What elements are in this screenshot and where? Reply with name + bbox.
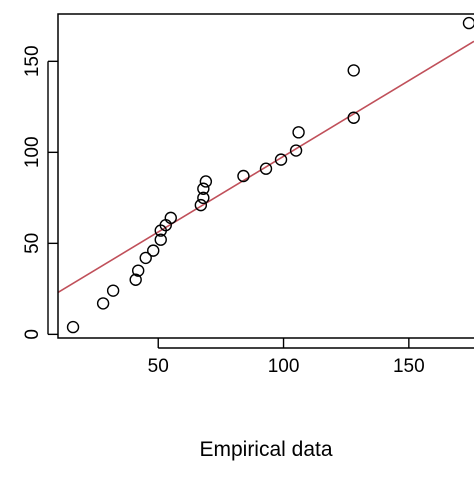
data-point <box>289 144 303 157</box>
x-axis: 50 100 150 <box>148 338 474 377</box>
y-tick-label: 100 <box>22 136 43 168</box>
data-point <box>347 64 360 77</box>
data-point <box>147 244 160 257</box>
data-point <box>292 126 305 139</box>
y-tick-label: 50 <box>22 233 43 254</box>
x-tick-label: 100 <box>268 356 300 377</box>
x-tick-label: 50 <box>148 356 169 377</box>
data-point <box>274 153 288 166</box>
data-point <box>139 251 152 265</box>
y-tick-label: 0 <box>22 329 43 340</box>
x-axis-title: Empirical data <box>199 438 332 461</box>
data-point <box>106 284 120 297</box>
data-point <box>129 273 142 286</box>
y-tick-label: 150 <box>22 45 43 77</box>
data-point <box>197 191 210 205</box>
data-point <box>199 175 213 188</box>
data-point <box>197 182 210 195</box>
data-point <box>96 297 110 310</box>
data-point <box>259 162 273 175</box>
reference-line-layer <box>58 40 474 294</box>
data-point <box>131 264 145 277</box>
y-axis: 0 50 100 150 <box>22 45 58 340</box>
data-point <box>154 233 167 246</box>
data-point <box>66 320 80 334</box>
data-point <box>347 111 360 124</box>
reference-line <box>58 40 474 294</box>
points-layer <box>66 16 474 334</box>
data-point <box>237 169 250 183</box>
data-point <box>462 16 474 30</box>
plot-frame <box>57 13 474 339</box>
data-point <box>194 198 208 212</box>
x-tick-label: 150 <box>393 356 425 377</box>
data-point <box>164 211 177 225</box>
